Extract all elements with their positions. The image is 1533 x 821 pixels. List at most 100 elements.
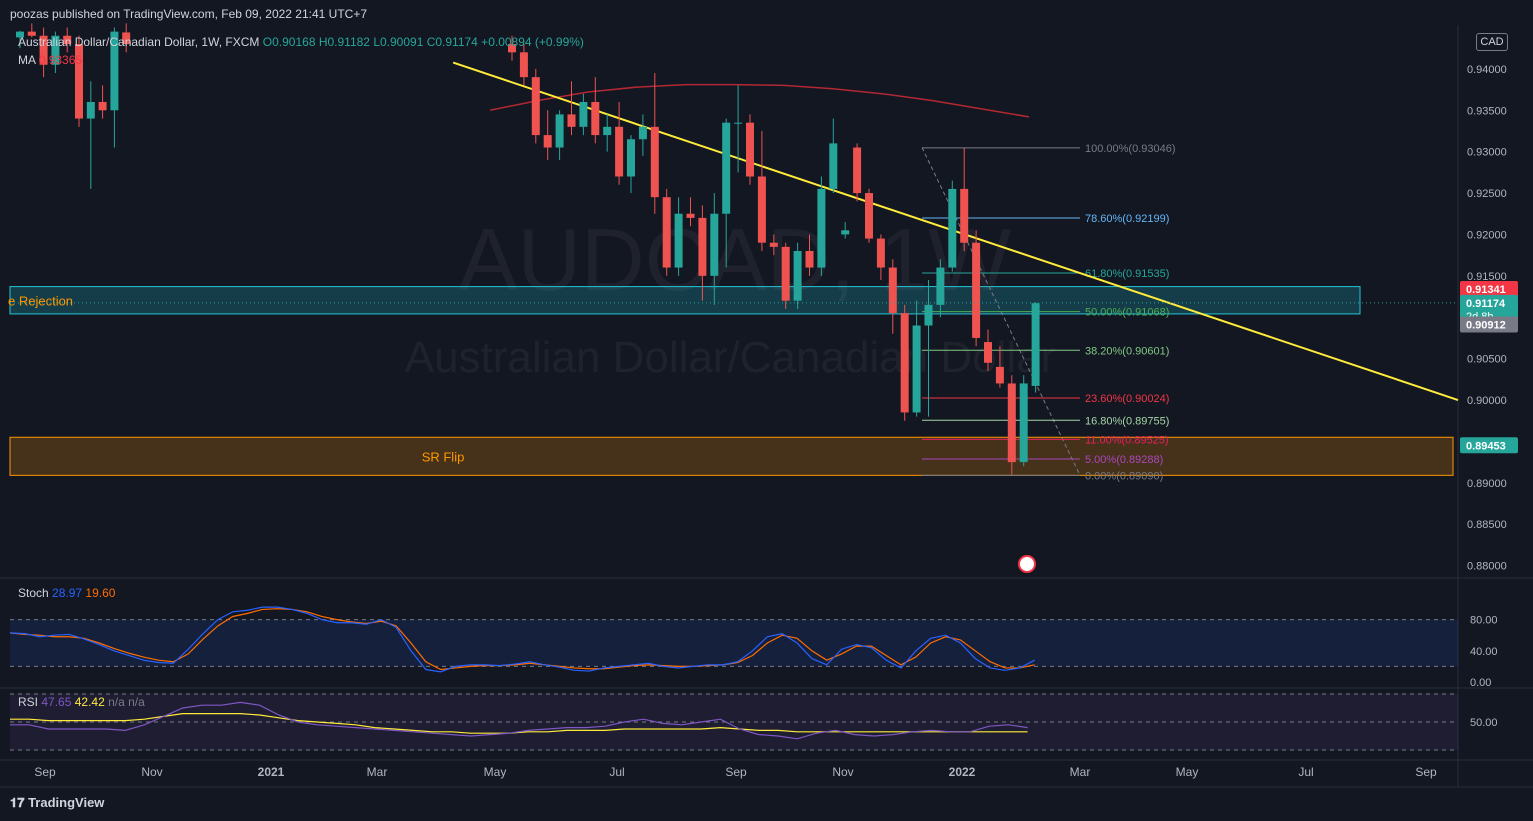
candle-body <box>531 77 540 136</box>
candle-body <box>567 114 576 127</box>
fib-level-label: 0.00%(0.89090) <box>1085 470 1163 482</box>
candle-body <box>686 213 695 218</box>
price-tag-value: 0.91341 <box>1466 284 1506 296</box>
price-axis-label: 0.88000 <box>1467 561 1507 573</box>
candle-body <box>638 126 647 140</box>
candle-body <box>75 44 83 119</box>
price-axis-label: 0.89000 <box>1467 478 1507 490</box>
rsi-ma-line <box>10 713 1028 734</box>
candle-body <box>829 143 838 189</box>
fib-level-label: 61.80%(0.91535) <box>1085 268 1169 280</box>
candle-body <box>888 267 897 314</box>
price-axis-label: 0.93500 <box>1467 105 1507 117</box>
candle-body <box>757 176 766 243</box>
candle-body <box>793 251 802 301</box>
candle-body <box>722 122 731 214</box>
publish-info: poozas published on TradingView.com, Feb… <box>10 7 368 21</box>
candle-body <box>650 126 659 198</box>
time-axis-label: Nov <box>832 765 853 779</box>
price-axis-label: 0.92000 <box>1467 229 1507 241</box>
stoch-axis-label: 0.00 <box>1470 677 1491 689</box>
candle-body <box>900 313 909 413</box>
ma-label: MA <box>18 53 36 67</box>
fib-level-label: 38.20%(0.90601) <box>1085 345 1169 357</box>
candle-body <box>781 246 790 301</box>
candle-body <box>27 31 36 36</box>
fib-level-label: 23.60%(0.90024) <box>1085 393 1169 405</box>
candle-body <box>924 304 933 326</box>
candle-body <box>98 101 107 111</box>
price-tag <box>1460 437 1518 454</box>
candle-body <box>543 135 552 148</box>
time-axis-label: Jul <box>1298 765 1313 779</box>
rsi-legend: RSI 47.65 42.42 n/a n/a <box>18 695 145 709</box>
candle-body <box>710 213 719 276</box>
zone-label: e Rejection <box>8 293 73 308</box>
time-axis-label: Nov <box>141 765 162 779</box>
ma-legend: MA 0.93365 <box>18 53 82 67</box>
candle-body <box>110 31 119 111</box>
candle-body <box>674 213 683 268</box>
candle-body <box>995 366 1004 384</box>
time-axis-label: Sep <box>34 765 56 779</box>
zone-rect <box>9 436 1454 476</box>
rsi-value: 47.65 <box>41 695 72 709</box>
moving-average-line <box>489 83 1030 118</box>
watermark-symbol: AUDCAD, 1W <box>459 210 1012 309</box>
stoch-name: Stoch <box>18 586 49 600</box>
candle-body <box>16 31 24 38</box>
price-tag-value: 0.89453 <box>1466 440 1506 452</box>
price-tag <box>1460 294 1518 323</box>
price-tag-value: 0.91174 <box>1466 298 1506 310</box>
candle-body <box>936 267 945 305</box>
time-axis-label: Mar <box>1070 765 1091 779</box>
candle-body <box>876 238 885 268</box>
fib-level-label: 100.00%(0.93046) <box>1085 143 1176 155</box>
currency-button[interactable]: CAD <box>1476 33 1508 51</box>
stoch-d-value: 19.60 <box>85 586 116 600</box>
time-axis-label: May <box>1176 765 1199 779</box>
candle-body <box>805 251 814 268</box>
stoch-axis-label: 80.00 <box>1470 615 1498 627</box>
candle-body <box>746 122 754 177</box>
candle-body <box>841 230 850 235</box>
candle-body <box>960 188 969 243</box>
candle-body <box>39 35 48 65</box>
candle-body <box>769 242 778 247</box>
stoch-band <box>10 619 1458 667</box>
rsi-name: RSI <box>18 695 39 709</box>
time-axis-label: May <box>484 765 507 779</box>
fib-level-label: 11.00%(0.89525) <box>1085 434 1169 446</box>
price-tag <box>1460 316 1518 333</box>
candle-body <box>519 52 528 78</box>
price-axis-label: 0.88500 <box>1467 519 1507 531</box>
candle-body <box>627 139 635 177</box>
stoch-axis-label: 40.00 <box>1470 646 1498 658</box>
candle-body <box>912 325 921 413</box>
zone-label: SR Flip <box>422 449 465 464</box>
candle-body <box>122 32 131 45</box>
stoch-k-value: 28.97 <box>52 586 83 600</box>
candle-body <box>51 35 60 65</box>
candle-body <box>1007 383 1016 463</box>
time-axis-label: Mar <box>367 765 388 779</box>
candle-body <box>698 217 707 276</box>
tradingview-brand[interactable]: 𝟏𝟕 TradingView <box>10 795 104 811</box>
symbol-legend: Australian Dollar/Canadian Dollar, 1W, F… <box>18 35 584 49</box>
stoch-legend: Stoch 28.97 19.60 <box>18 586 115 600</box>
tradingview-logo-icon: 𝟏𝟕 <box>10 795 29 810</box>
candle-body <box>86 101 95 119</box>
candle-body <box>948 188 957 268</box>
candle-body <box>508 44 516 53</box>
price-axis-label: 0.91500 <box>1467 271 1507 283</box>
time-axis-label: Sep <box>1415 765 1437 779</box>
candle-body <box>972 242 981 338</box>
candle-body <box>984 342 992 363</box>
fib-level-label: 78.60%(0.92199) <box>1085 213 1169 225</box>
fib-level-label: 50.00%(0.91068) <box>1085 307 1169 319</box>
rsi-ma-value: 42.42 <box>74 695 105 709</box>
candle-body <box>662 197 671 268</box>
candle-body <box>579 101 588 127</box>
fib-level-label: 5.00%(0.89288) <box>1085 454 1163 466</box>
